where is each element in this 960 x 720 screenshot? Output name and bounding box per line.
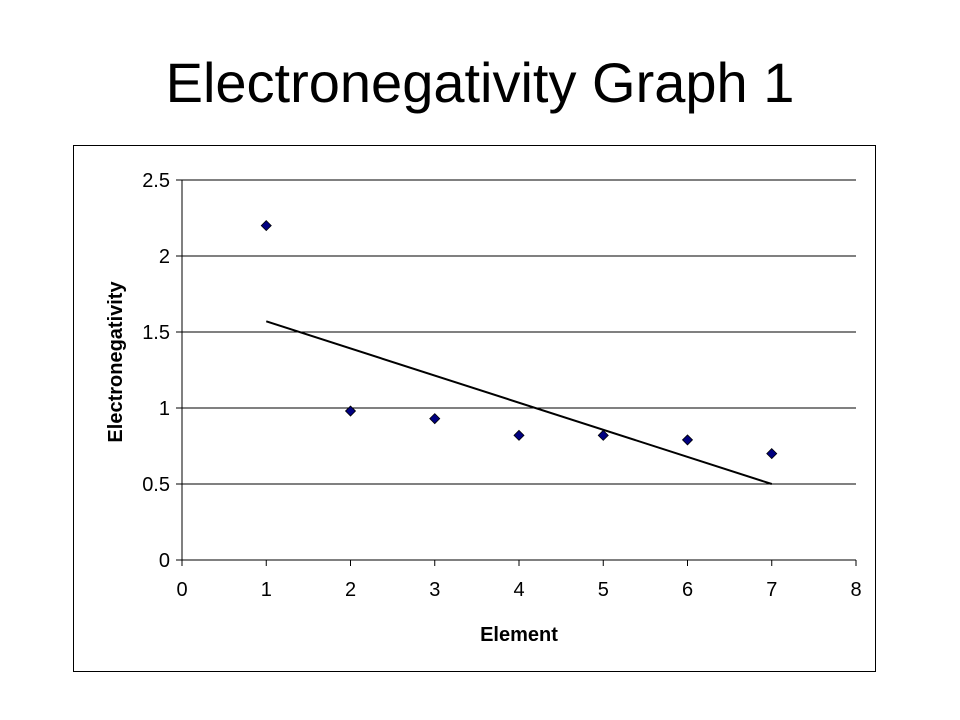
x-tick-label: 5: [598, 579, 609, 601]
y-axis-title: Electronegativity: [105, 281, 127, 443]
data-point: [260, 220, 272, 232]
y-tick-label: 1.5: [142, 322, 170, 344]
data-point: [429, 413, 441, 425]
y-tick-label: 2: [159, 246, 170, 268]
data-point: [344, 405, 357, 417]
trendline: [265, 320, 773, 485]
data-point: [681, 434, 694, 446]
chart-area: 0 0.5 1 1.5 2 2.5 0 1 2 3 4 5 6 7 8 Element Electronegat…: [73, 145, 876, 672]
x-tick-label: 6: [682, 579, 693, 601]
x-tick-label: 8: [850, 579, 861, 601]
x-tick-label: 3: [429, 579, 440, 601]
y-tick-label: 0.5: [142, 474, 170, 496]
x-tick-label: 2: [345, 579, 356, 601]
y-tick-label: 2.5: [142, 170, 170, 192]
slide-title: Electronegativity Graph 1: [165, 51, 795, 114]
scatter-chart: 0 0.5 1 1.5 2 2.5 0 1 2 3 4 5 6 7 8 Element Electronegat…: [105, 170, 862, 646]
y-tick-label: 0: [159, 550, 170, 572]
y-tick-label: 1: [159, 398, 170, 420]
x-tick-label: 0: [176, 579, 187, 601]
data-point: [597, 429, 609, 441]
x-axis-title: Element: [480, 624, 558, 646]
data-point: [766, 448, 778, 460]
data-point: [513, 429, 525, 441]
x-tick-label: 4: [513, 579, 524, 601]
x-tick-label: 7: [766, 579, 777, 601]
x-tick-label: 1: [261, 579, 272, 601]
